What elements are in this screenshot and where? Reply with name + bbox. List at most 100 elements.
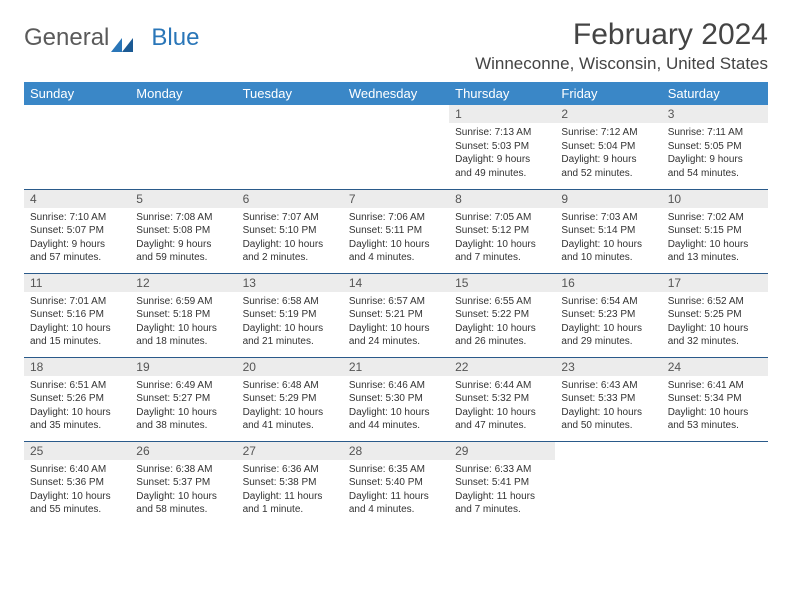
- day-details: Sunrise: 7:05 AMSunset: 5:12 PMDaylight:…: [449, 208, 555, 268]
- day-details: Sunrise: 6:57 AMSunset: 5:21 PMDaylight:…: [343, 292, 449, 352]
- day-details: Sunrise: 6:51 AMSunset: 5:26 PMDaylight:…: [24, 376, 130, 436]
- weekday-header: Saturday: [662, 82, 768, 105]
- day-number: 9: [555, 190, 661, 208]
- calendar-day-cell: 20Sunrise: 6:48 AMSunset: 5:29 PMDayligh…: [237, 357, 343, 441]
- calendar-day-cell: 2Sunrise: 7:12 AMSunset: 5:04 PMDaylight…: [555, 105, 661, 189]
- calendar-day-cell: 4Sunrise: 7:10 AMSunset: 5:07 PMDaylight…: [24, 189, 130, 273]
- calendar-day-cell: [343, 105, 449, 189]
- calendar-day-cell: 8Sunrise: 7:05 AMSunset: 5:12 PMDaylight…: [449, 189, 555, 273]
- day-number: 3: [662, 105, 768, 123]
- calendar-day-cell: 29Sunrise: 6:33 AMSunset: 5:41 PMDayligh…: [449, 441, 555, 525]
- day-details: Sunrise: 7:03 AMSunset: 5:14 PMDaylight:…: [555, 208, 661, 268]
- logo-text-2: Blue: [151, 24, 199, 52]
- day-number: 22: [449, 358, 555, 376]
- calendar-day-cell: 5Sunrise: 7:08 AMSunset: 5:08 PMDaylight…: [130, 189, 236, 273]
- calendar-day-cell: 11Sunrise: 7:01 AMSunset: 5:16 PMDayligh…: [24, 273, 130, 357]
- weekday-header: Wednesday: [343, 82, 449, 105]
- day-number: 19: [130, 358, 236, 376]
- day-details: Sunrise: 6:52 AMSunset: 5:25 PMDaylight:…: [662, 292, 768, 352]
- calendar-day-cell: 3Sunrise: 7:11 AMSunset: 5:05 PMDaylight…: [662, 105, 768, 189]
- calendar-day-cell: [130, 105, 236, 189]
- day-number: 7: [343, 190, 449, 208]
- calendar-day-cell: 1Sunrise: 7:13 AMSunset: 5:03 PMDaylight…: [449, 105, 555, 189]
- weekday-header-row: SundayMondayTuesdayWednesdayThursdayFrid…: [24, 82, 768, 105]
- calendar-day-cell: [555, 441, 661, 525]
- calendar-week-row: 25Sunrise: 6:40 AMSunset: 5:36 PMDayligh…: [24, 441, 768, 525]
- calendar-day-cell: [24, 105, 130, 189]
- calendar-day-cell: [662, 441, 768, 525]
- day-details: Sunrise: 6:55 AMSunset: 5:22 PMDaylight:…: [449, 292, 555, 352]
- day-number: 15: [449, 274, 555, 292]
- day-number: 11: [24, 274, 130, 292]
- day-number: 25: [24, 442, 130, 460]
- calendar-day-cell: 10Sunrise: 7:02 AMSunset: 5:15 PMDayligh…: [662, 189, 768, 273]
- day-number: 5: [130, 190, 236, 208]
- weekday-header: Monday: [130, 82, 236, 105]
- day-number: 13: [237, 274, 343, 292]
- calendar-day-cell: 26Sunrise: 6:38 AMSunset: 5:37 PMDayligh…: [130, 441, 236, 525]
- day-number: 2: [555, 105, 661, 123]
- day-number: 10: [662, 190, 768, 208]
- day-details: Sunrise: 6:38 AMSunset: 5:37 PMDaylight:…: [130, 460, 236, 520]
- logo: General Blue: [24, 18, 199, 52]
- day-number: 17: [662, 274, 768, 292]
- calendar-day-cell: 21Sunrise: 6:46 AMSunset: 5:30 PMDayligh…: [343, 357, 449, 441]
- day-number: 6: [237, 190, 343, 208]
- day-details: Sunrise: 6:54 AMSunset: 5:23 PMDaylight:…: [555, 292, 661, 352]
- header: General Blue February 2024 Winneconne, W…: [24, 18, 768, 74]
- day-number: 26: [130, 442, 236, 460]
- day-details: Sunrise: 7:13 AMSunset: 5:03 PMDaylight:…: [449, 123, 555, 183]
- calendar-week-row: 1Sunrise: 7:13 AMSunset: 5:03 PMDaylight…: [24, 105, 768, 189]
- calendar-day-cell: 17Sunrise: 6:52 AMSunset: 5:25 PMDayligh…: [662, 273, 768, 357]
- day-details: Sunrise: 6:43 AMSunset: 5:33 PMDaylight:…: [555, 376, 661, 436]
- location: Winneconne, Wisconsin, United States: [475, 54, 768, 74]
- day-number: 29: [449, 442, 555, 460]
- calendar-day-cell: 28Sunrise: 6:35 AMSunset: 5:40 PMDayligh…: [343, 441, 449, 525]
- day-details: Sunrise: 7:02 AMSunset: 5:15 PMDaylight:…: [662, 208, 768, 268]
- calendar-table: SundayMondayTuesdayWednesdayThursdayFrid…: [24, 82, 768, 525]
- day-details: Sunrise: 7:10 AMSunset: 5:07 PMDaylight:…: [24, 208, 130, 268]
- month-title: February 2024: [475, 18, 768, 52]
- day-details: Sunrise: 6:41 AMSunset: 5:34 PMDaylight:…: [662, 376, 768, 436]
- calendar-day-cell: 25Sunrise: 6:40 AMSunset: 5:36 PMDayligh…: [24, 441, 130, 525]
- day-number: 4: [24, 190, 130, 208]
- weekday-header: Tuesday: [237, 82, 343, 105]
- day-number: 27: [237, 442, 343, 460]
- calendar-day-cell: 18Sunrise: 6:51 AMSunset: 5:26 PMDayligh…: [24, 357, 130, 441]
- day-number: 1: [449, 105, 555, 123]
- calendar-day-cell: 16Sunrise: 6:54 AMSunset: 5:23 PMDayligh…: [555, 273, 661, 357]
- day-number: 14: [343, 274, 449, 292]
- calendar-day-cell: 12Sunrise: 6:59 AMSunset: 5:18 PMDayligh…: [130, 273, 236, 357]
- weekday-header: Thursday: [449, 82, 555, 105]
- calendar-day-cell: 15Sunrise: 6:55 AMSunset: 5:22 PMDayligh…: [449, 273, 555, 357]
- weekday-header: Friday: [555, 82, 661, 105]
- logo-flag-icon: [111, 31, 133, 45]
- day-details: Sunrise: 7:08 AMSunset: 5:08 PMDaylight:…: [130, 208, 236, 268]
- day-number: 21: [343, 358, 449, 376]
- calendar-day-cell: 6Sunrise: 7:07 AMSunset: 5:10 PMDaylight…: [237, 189, 343, 273]
- calendar-day-cell: [237, 105, 343, 189]
- title-block: February 2024 Winneconne, Wisconsin, Uni…: [475, 18, 768, 74]
- calendar-day-cell: 22Sunrise: 6:44 AMSunset: 5:32 PMDayligh…: [449, 357, 555, 441]
- calendar-week-row: 4Sunrise: 7:10 AMSunset: 5:07 PMDaylight…: [24, 189, 768, 273]
- day-number: 23: [555, 358, 661, 376]
- logo-text-1: General: [24, 24, 109, 52]
- day-details: Sunrise: 6:48 AMSunset: 5:29 PMDaylight:…: [237, 376, 343, 436]
- calendar-day-cell: 9Sunrise: 7:03 AMSunset: 5:14 PMDaylight…: [555, 189, 661, 273]
- day-number: 18: [24, 358, 130, 376]
- calendar-day-cell: 19Sunrise: 6:49 AMSunset: 5:27 PMDayligh…: [130, 357, 236, 441]
- day-details: Sunrise: 6:33 AMSunset: 5:41 PMDaylight:…: [449, 460, 555, 520]
- day-details: Sunrise: 7:12 AMSunset: 5:04 PMDaylight:…: [555, 123, 661, 183]
- calendar-day-cell: 13Sunrise: 6:58 AMSunset: 5:19 PMDayligh…: [237, 273, 343, 357]
- day-number: 8: [449, 190, 555, 208]
- calendar-day-cell: 27Sunrise: 6:36 AMSunset: 5:38 PMDayligh…: [237, 441, 343, 525]
- day-number: 16: [555, 274, 661, 292]
- day-details: Sunrise: 6:40 AMSunset: 5:36 PMDaylight:…: [24, 460, 130, 520]
- day-number: 24: [662, 358, 768, 376]
- day-number: 28: [343, 442, 449, 460]
- day-details: Sunrise: 7:07 AMSunset: 5:10 PMDaylight:…: [237, 208, 343, 268]
- day-details: Sunrise: 6:46 AMSunset: 5:30 PMDaylight:…: [343, 376, 449, 436]
- day-details: Sunrise: 7:06 AMSunset: 5:11 PMDaylight:…: [343, 208, 449, 268]
- calendar-day-cell: 24Sunrise: 6:41 AMSunset: 5:34 PMDayligh…: [662, 357, 768, 441]
- calendar-week-row: 18Sunrise: 6:51 AMSunset: 5:26 PMDayligh…: [24, 357, 768, 441]
